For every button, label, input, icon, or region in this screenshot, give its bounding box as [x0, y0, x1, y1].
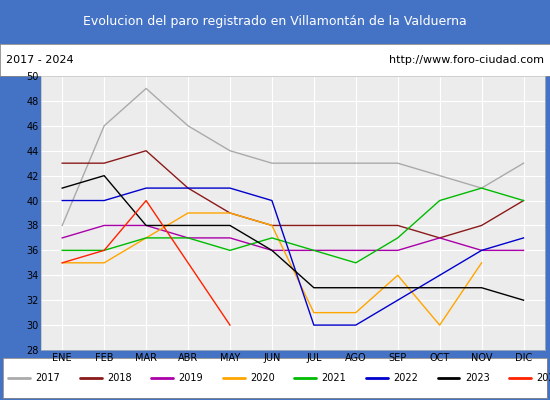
- Text: Evolucion del paro registrado en Villamontán de la Valduerna: Evolucion del paro registrado en Villamo…: [83, 16, 467, 28]
- Text: http://www.foro-ciudad.com: http://www.foro-ciudad.com: [389, 55, 544, 65]
- Text: 2023: 2023: [465, 373, 490, 383]
- Text: 2022: 2022: [393, 373, 418, 383]
- Text: 2024: 2024: [536, 373, 550, 383]
- Text: 2018: 2018: [107, 373, 131, 383]
- Text: 2021: 2021: [322, 373, 346, 383]
- Text: 2017: 2017: [35, 373, 60, 383]
- Text: 2020: 2020: [250, 373, 275, 383]
- Text: 2017 - 2024: 2017 - 2024: [6, 55, 73, 65]
- Text: 2019: 2019: [179, 373, 203, 383]
